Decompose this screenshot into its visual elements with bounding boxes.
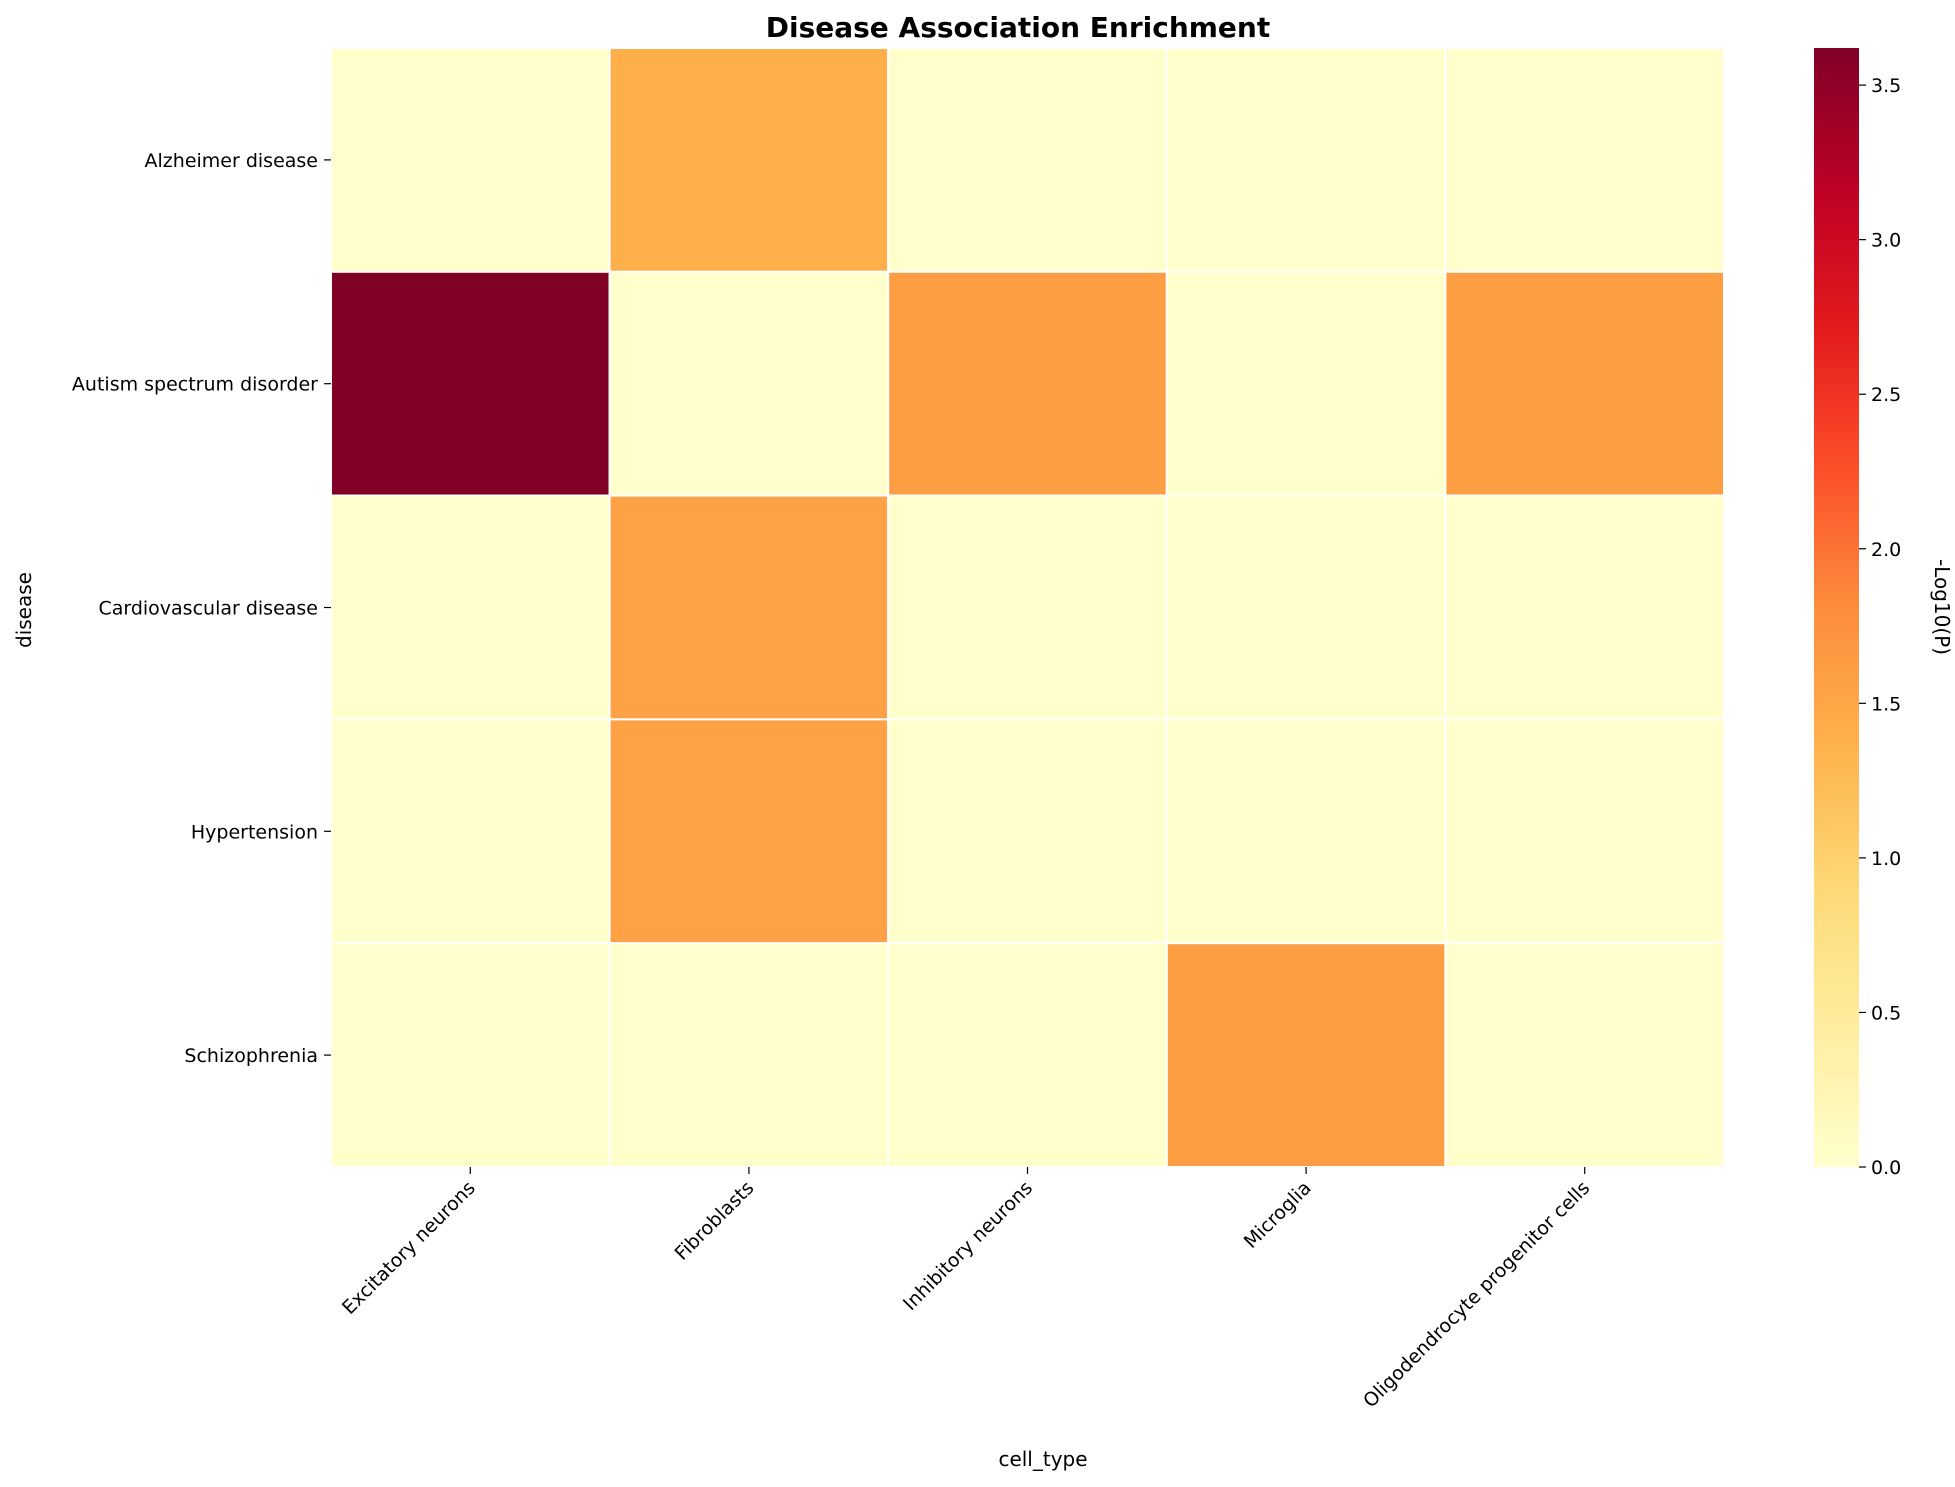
heatmap-cell <box>1165 494 1447 721</box>
colorbar-tick-label: 1.5 <box>1871 693 1901 715</box>
heatmap-cell <box>887 718 1168 945</box>
heatmap-cell <box>887 942 1168 1169</box>
heatmap-cell <box>608 942 890 1169</box>
heatmap-cell <box>330 270 611 497</box>
heatmap-cell <box>887 47 1168 273</box>
colorbar-tick-label: 2.0 <box>1871 539 1901 561</box>
x-tick-label: Excitatory neurons <box>338 1177 480 1319</box>
heatmap-cell <box>330 942 611 1169</box>
x-tick-label: Inhibitory neurons <box>899 1177 1037 1315</box>
colorbar-label: -Log10(P) <box>1930 559 1954 655</box>
heatmap-cell <box>1444 47 1726 273</box>
y-tick-label: Schizophrenia <box>184 1045 318 1067</box>
y-axis-label: disease <box>12 572 36 648</box>
heatmap-cell <box>887 270 1168 497</box>
colorbar-ticks: 0.0 0.5 1.0 1.5 2.0 2.5 3.0 3.5 <box>1859 75 1901 1179</box>
y-tick-label: Cardiovascular disease <box>98 598 318 620</box>
heatmap-cell <box>1165 270 1447 497</box>
heatmap-cell <box>1444 494 1726 721</box>
heatmap-cell <box>608 270 890 497</box>
y-tick-label: Hypertension <box>191 821 318 843</box>
colorbar-tick-label: 0.0 <box>1871 1157 1901 1179</box>
heatmap-cell <box>330 47 611 273</box>
y-tick-label: Alzheimer disease <box>145 150 318 172</box>
x-tick-label: Fibroblasts <box>671 1177 759 1265</box>
x-axis-label: cell_type <box>998 1447 1087 1471</box>
chart-title: Disease Association Enrichment <box>766 11 1271 44</box>
colorbar-gradient <box>1814 48 1859 1167</box>
x-tick-label: Microglia <box>1240 1177 1316 1253</box>
heatmap-cell <box>1444 718 1726 945</box>
y-tick-label: Autism spectrum disorder <box>72 374 318 396</box>
heatmap-cell <box>887 494 1168 721</box>
heatmap-cell <box>608 718 890 945</box>
colorbar-tick-label: 3.0 <box>1871 230 1901 252</box>
colorbar-tick-label: 1.0 <box>1871 848 1901 870</box>
heatmap-cell <box>330 718 611 945</box>
colorbar-tick-label: 2.5 <box>1871 384 1901 406</box>
colorbar-tick-label: 0.5 <box>1871 1002 1901 1024</box>
heatmap-cell <box>1165 718 1447 945</box>
heatmap-cell <box>608 494 890 721</box>
heatmap-cell <box>330 494 611 721</box>
heatmap-cell <box>608 47 890 273</box>
heatmap-cells <box>330 47 1726 1169</box>
colorbar: 0.0 0.5 1.0 1.5 2.0 2.5 3.0 3.5 -Log10(P) <box>1814 48 1954 1179</box>
x-tick-label: Oligodendrocyte progenitor cells <box>1359 1177 1594 1412</box>
y-axis-ticks: Alzheimer disease Autism spectrum disorde… <box>72 150 331 1067</box>
heatmap-cell <box>1165 942 1447 1169</box>
heatmap-cell <box>1165 47 1447 273</box>
heatmap-cell <box>1444 270 1726 497</box>
colorbar-tick-label: 3.5 <box>1871 75 1901 97</box>
heatmap-cell <box>1444 942 1726 1169</box>
x-axis-ticks: Excitatory neurons Fibroblasts Inhibitory … <box>338 1167 1594 1412</box>
